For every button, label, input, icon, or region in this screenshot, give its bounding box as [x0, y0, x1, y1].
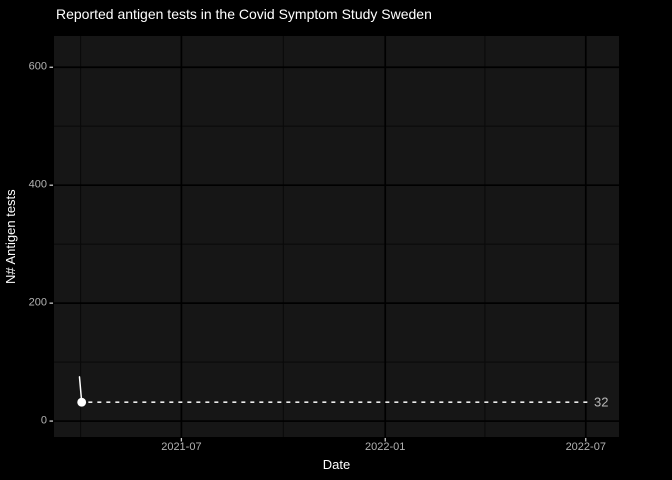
chart-title: Reported antigen tests in the Covid Symp… [56, 6, 432, 22]
x-tick-label: 2022-01 [365, 441, 406, 453]
series-point [77, 397, 87, 407]
y-tick-label: 200 [28, 296, 47, 309]
x-tick-label: 2021-07 [161, 441, 202, 453]
y-tick-label: 400 [28, 178, 47, 191]
y-tick-label: 600 [28, 60, 47, 73]
y-axis-title: N# Antigen tests [3, 189, 18, 284]
x-axis-title: Date [322, 457, 351, 472]
annotation-value-label: 32 [593, 394, 609, 410]
y-tick-label: 0 [40, 414, 47, 427]
x-tick-label: 2022-07 [565, 441, 606, 453]
plot-panel [54, 36, 619, 437]
